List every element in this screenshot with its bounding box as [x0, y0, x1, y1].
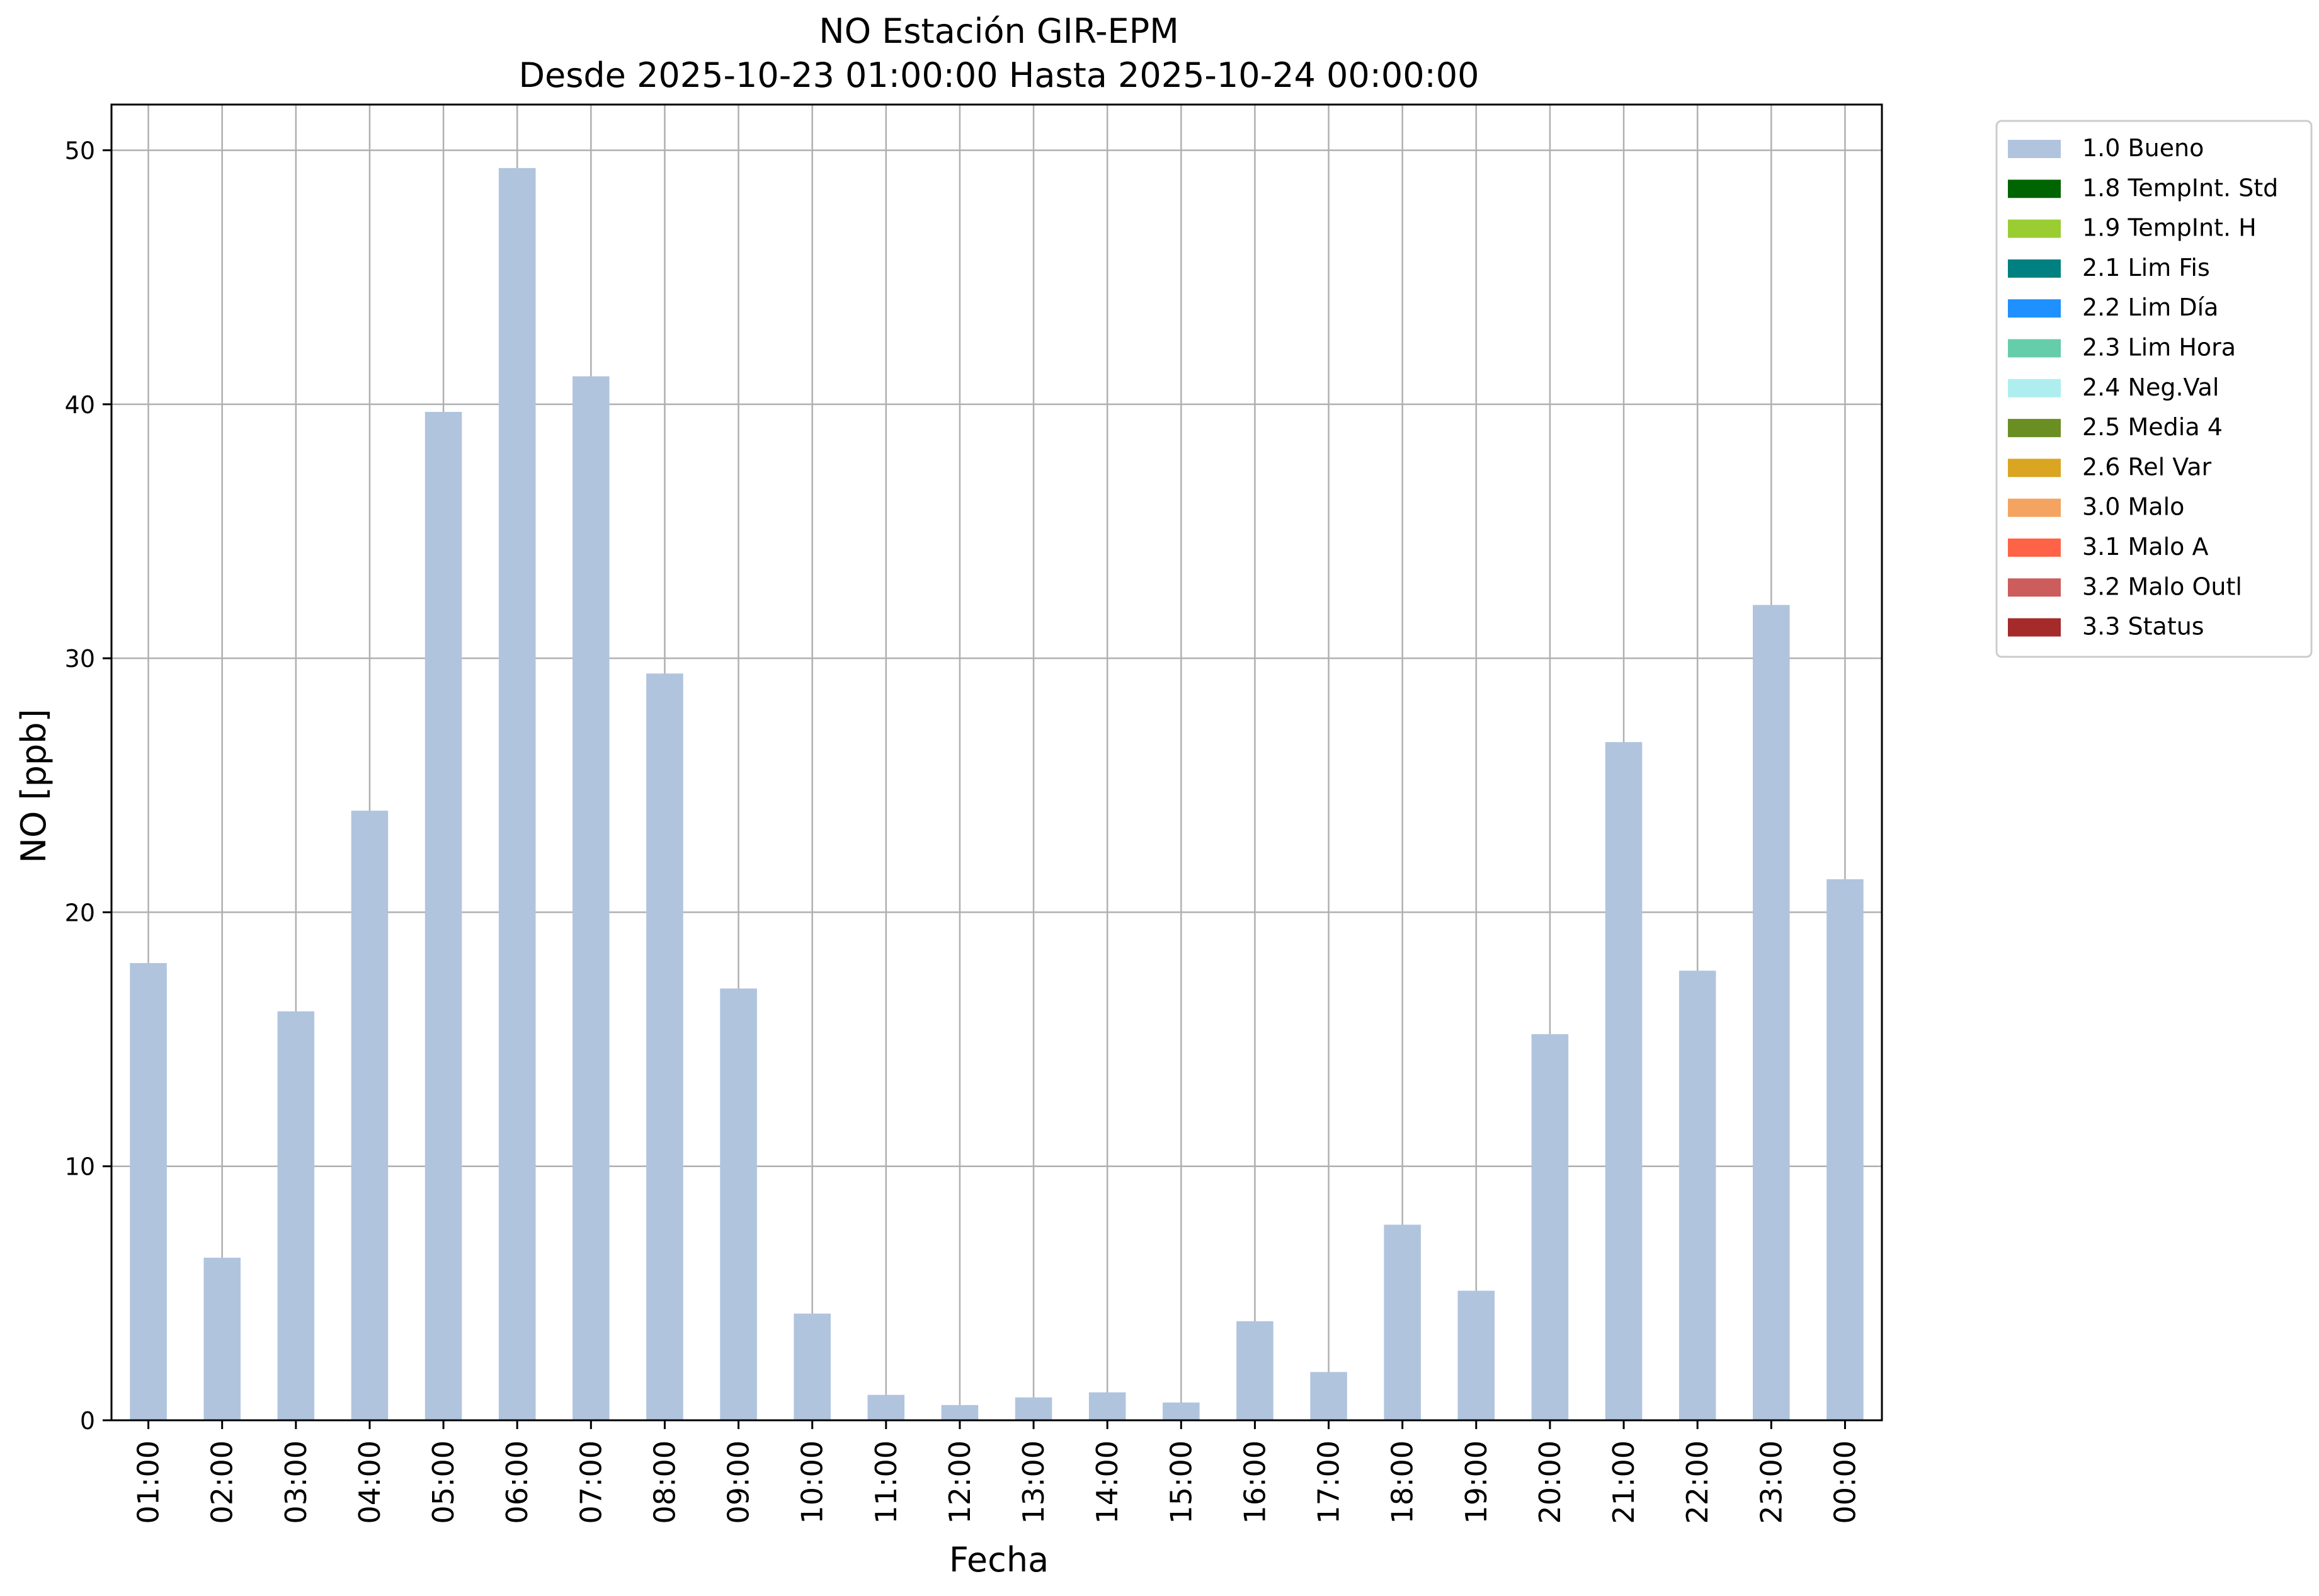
x-tick-label: 14:00: [1090, 1440, 1124, 1524]
legend-label: 2.5 Media 4: [2082, 413, 2223, 441]
legend-label: 2.2 Lim Día: [2082, 294, 2218, 321]
x-tick-label: 22:00: [1680, 1440, 1714, 1524]
legend-label: 2.1 Lim Fis: [2082, 254, 2210, 282]
x-axis-label: Fecha: [949, 1540, 1049, 1580]
x-tick-label: 19:00: [1459, 1440, 1493, 1524]
x-tick-label: 07:00: [574, 1440, 608, 1524]
x-tick-label: 15:00: [1164, 1440, 1198, 1524]
legend-label: 1.0 Bueno: [2082, 134, 2204, 162]
legend: 1.0 Bueno 1.8 TempInt. Std 1.9 TempInt. H 2…: [1995, 120, 2313, 658]
y-tick-label: 30: [65, 645, 95, 673]
y-tick-label: 20: [65, 899, 95, 926]
x-tick-label: 03:00: [279, 1440, 313, 1524]
x-tick-label: 18:00: [1386, 1440, 1420, 1524]
y-axis-label: NO [ppb]: [14, 709, 54, 863]
bar-21:00: [1605, 742, 1643, 1420]
legend-swatch: [2008, 299, 2061, 318]
chart-subtitle: Desde 2025-10-23 01:00:00 Hasta 2025-10-…: [518, 55, 1479, 95]
chart-title: NO Estación GIR-EPM: [819, 11, 1179, 51]
legend-swatch: [2008, 459, 2061, 477]
bar-06:00: [498, 168, 536, 1421]
bar-08:00: [646, 673, 683, 1420]
bar-15:00: [1163, 1402, 1200, 1420]
x-tick-label: 05:00: [426, 1440, 460, 1524]
legend-label: 3.3 Status: [2082, 613, 2204, 641]
y-tick-label: 0: [80, 1407, 95, 1435]
x-tick-label: 11:00: [869, 1440, 903, 1524]
bar-02:00: [203, 1257, 241, 1420]
legend-swatch: [2008, 180, 2061, 198]
bar-11:00: [867, 1394, 905, 1420]
bar-04:00: [351, 811, 389, 1420]
x-tick-label: 17:00: [1312, 1440, 1346, 1524]
legend-swatch: [2008, 259, 2061, 278]
x-tick-label: 10:00: [795, 1440, 829, 1524]
bar-17:00: [1310, 1372, 1347, 1420]
legend-swatch: [2008, 140, 2061, 158]
x-tick-label: 21:00: [1607, 1440, 1641, 1524]
bar-19:00: [1457, 1291, 1495, 1420]
bar-01:00: [130, 963, 167, 1420]
legend-label: 3.0 Malo: [2082, 493, 2184, 521]
legend-label: 2.3 Lim Hora: [2082, 334, 2236, 362]
x-tick-label: 04:00: [353, 1440, 387, 1524]
plot-frame: [110, 103, 1883, 1422]
bar-10:00: [794, 1313, 831, 1420]
x-tick-label: 08:00: [647, 1440, 681, 1524]
bar-20:00: [1531, 1034, 1569, 1420]
x-tick-label: 06:00: [500, 1440, 534, 1524]
y-tick-label: 40: [65, 391, 95, 419]
legend-label: 1.8 TempInt. Std: [2082, 174, 2278, 202]
bar-14:00: [1088, 1392, 1126, 1420]
bar-13:00: [1015, 1397, 1052, 1420]
x-tick-label: 23:00: [1754, 1440, 1788, 1524]
legend-swatch: [2008, 419, 2061, 438]
bar-00:00: [1826, 879, 1864, 1420]
legend-swatch: [2008, 498, 2061, 517]
legend-swatch: [2008, 578, 2061, 597]
y-tick-label: 50: [65, 137, 95, 165]
y-tick-label: 10: [65, 1153, 95, 1181]
bars: [130, 168, 1864, 1421]
bar-22:00: [1678, 971, 1716, 1420]
bar-09:00: [720, 988, 757, 1420]
bar-18:00: [1384, 1224, 1421, 1420]
legend-swatch: [2008, 219, 2061, 238]
legend-label: 2.6 Rel Var: [2082, 453, 2212, 481]
bar-05:00: [424, 411, 462, 1420]
x-tick-label: 13:00: [1017, 1440, 1051, 1524]
x-tick-label: 12:00: [943, 1440, 977, 1524]
x-tick-label: 02:00: [205, 1440, 239, 1524]
x-tick-label: 01:00: [132, 1440, 166, 1524]
legend-label: 1.9 TempInt. H: [2082, 214, 2257, 242]
bar-23:00: [1753, 605, 1790, 1420]
bar-07:00: [573, 376, 610, 1420]
legend-swatch: [2008, 539, 2061, 557]
x-tick-label: 20:00: [1533, 1440, 1567, 1524]
bar-16:00: [1236, 1321, 1273, 1420]
x-tick-label: 09:00: [722, 1440, 756, 1524]
legend-swatch: [2008, 379, 2061, 397]
x-tick-label: 16:00: [1238, 1440, 1272, 1524]
legend-label: 3.1 Malo A: [2082, 533, 2208, 561]
legend-swatch: [2008, 339, 2061, 358]
legend-box: [1995, 120, 2313, 658]
x-axis-ticks: 01:00 02:00 03:00 04:00 05:00 06:00 07:00 08:00…: [132, 1420, 1862, 1524]
bar-12:00: [941, 1405, 979, 1420]
legend-swatch: [2008, 618, 2061, 637]
legend-label: 2.4 Neg.Val: [2082, 373, 2219, 401]
bar-03:00: [277, 1011, 315, 1420]
x-tick-label: 00:00: [1828, 1440, 1862, 1524]
y-axis-ticks: 0 10 20 30 40 50: [65, 137, 111, 1435]
legend-label: 3.2 Malo Outl: [2082, 573, 2242, 600]
